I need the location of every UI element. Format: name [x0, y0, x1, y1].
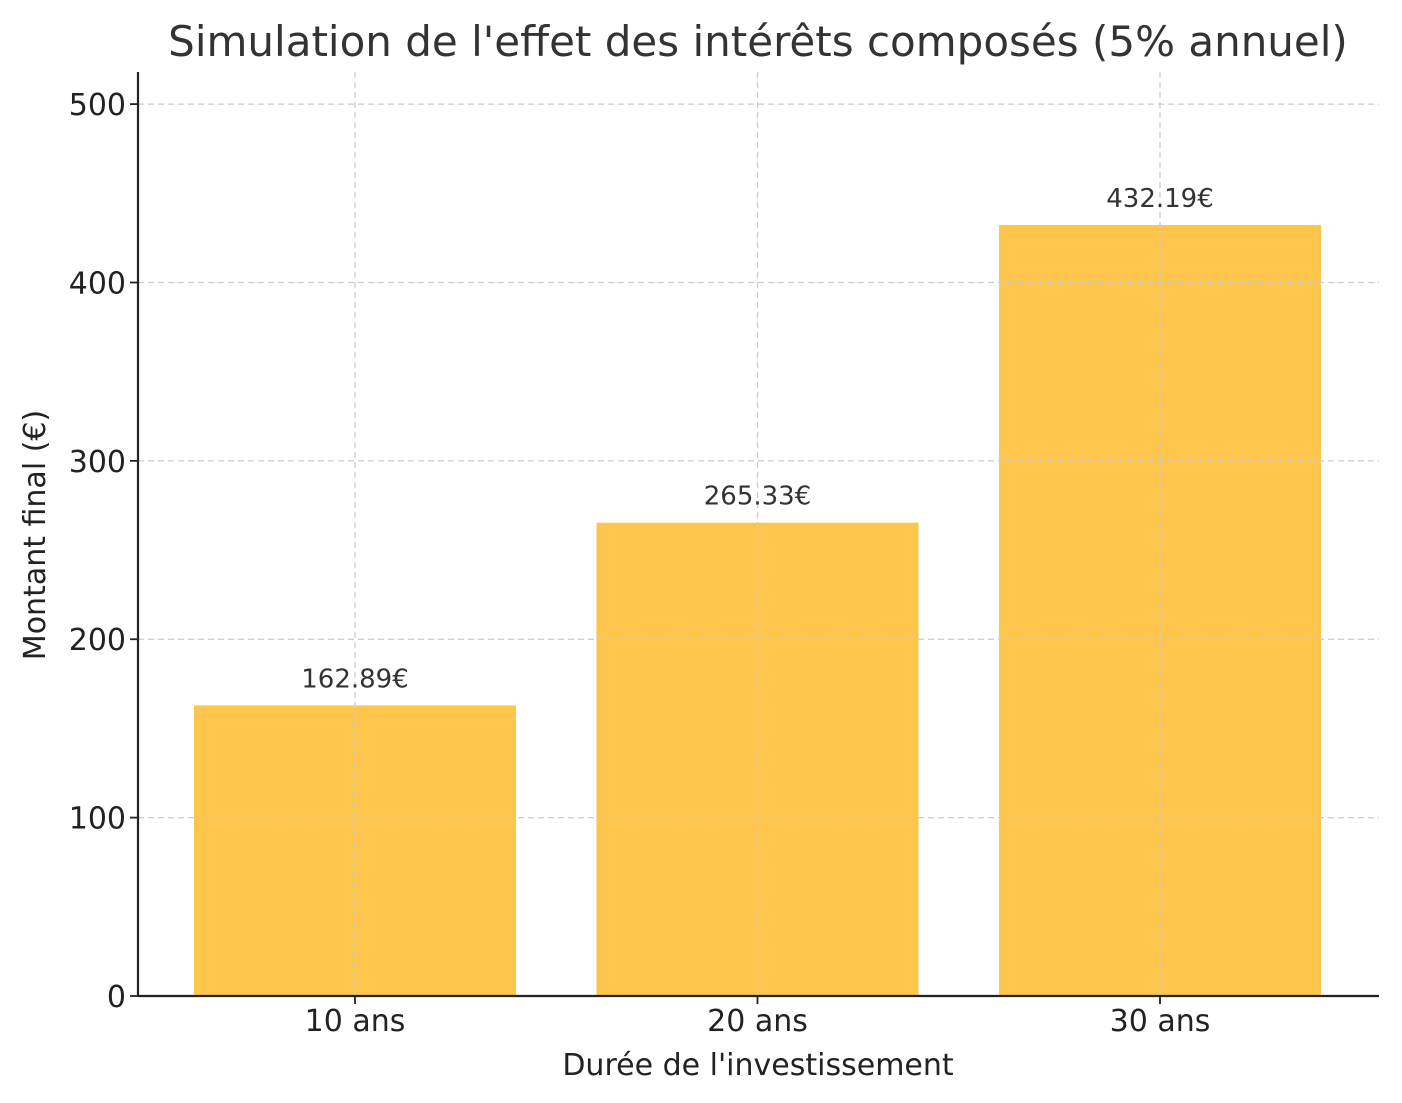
chart-title: Simulation de l'effet des intérêts compo… [168, 17, 1348, 66]
y-tick-label: 500 [69, 88, 126, 123]
bar-value-label: 162.89€ [301, 664, 409, 694]
grid [138, 72, 1379, 996]
y-tick-label: 0 [107, 980, 126, 1015]
bars [194, 225, 1321, 997]
x-axis-label: Durée de l'investissement [562, 1048, 954, 1083]
x-tick-label: 20 ans [707, 1004, 808, 1039]
axes [136, 72, 1379, 998]
y-tick-label: 100 [69, 802, 126, 837]
bar-value-label: 265.33€ [704, 482, 812, 512]
bar-value-label: 432.19€ [1106, 184, 1214, 214]
y-tick-label: 200 [69, 623, 126, 658]
ticks: 0 100 200 300 400 500 10 ans 20 ans 30 ans [69, 88, 1211, 1039]
bar [999, 225, 1321, 997]
y-tick-label: 300 [69, 445, 126, 480]
y-tick-label: 400 [69, 266, 126, 301]
x-tick-label: 10 ans [305, 1004, 406, 1039]
y-axis-label: Montant final (€) [18, 410, 53, 660]
x-tick-label: 30 ans [1110, 1004, 1211, 1039]
data-labels: 162.89€ 265.33€ 432.19€ [301, 184, 1214, 694]
